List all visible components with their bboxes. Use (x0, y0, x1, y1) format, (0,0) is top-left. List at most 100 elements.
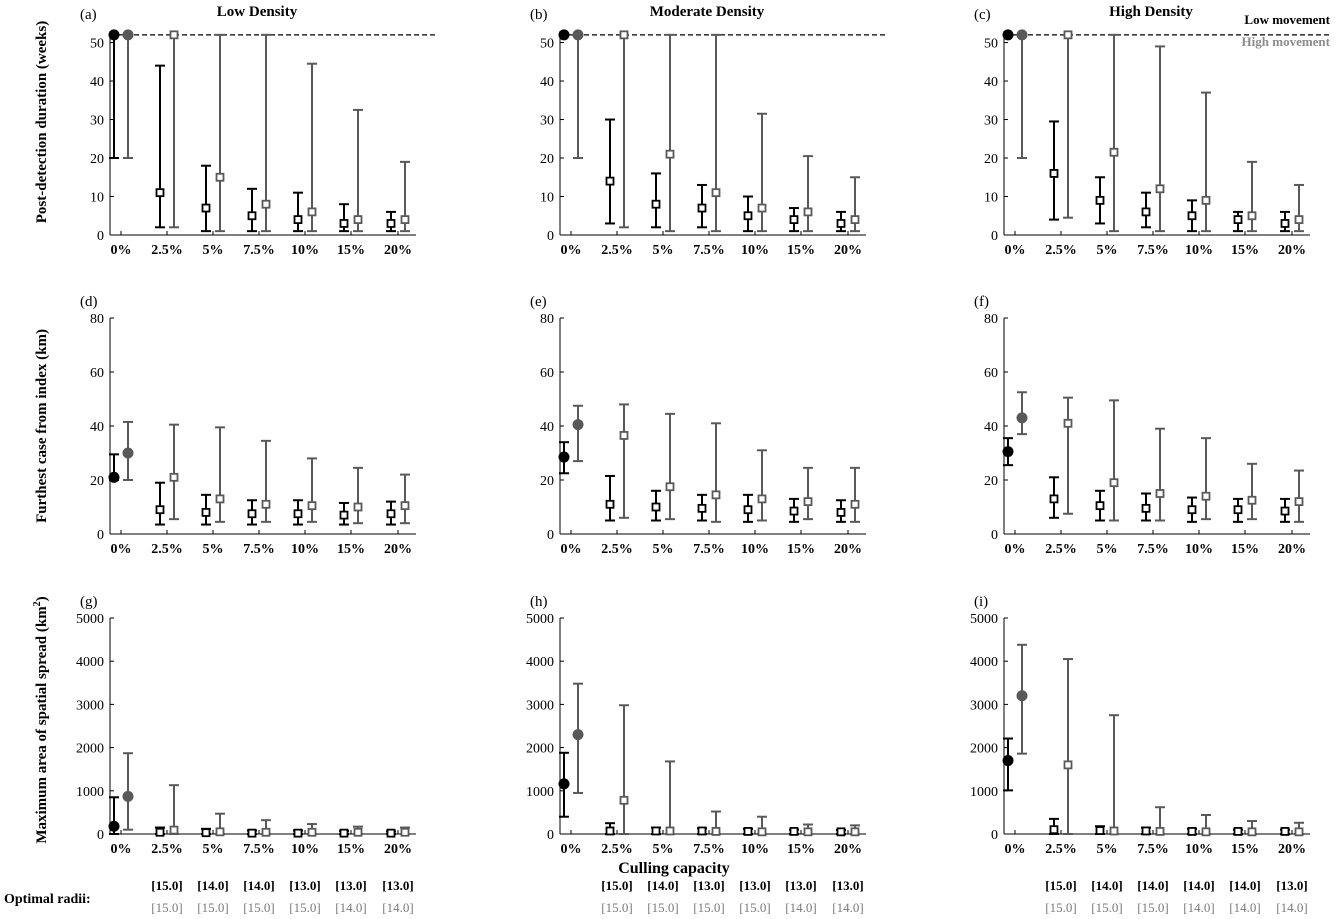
y-tick-label: 40 (984, 420, 998, 435)
x-tick-label: 15% (337, 542, 365, 557)
x-tick-label: 2.5% (601, 542, 633, 557)
data-point-square (850, 499, 860, 509)
data-point-square (400, 501, 410, 511)
data-point-square (293, 509, 303, 519)
x-tick-label: 20% (1278, 243, 1306, 258)
optimal-radius-low: [15.0] (601, 878, 632, 893)
x-tick-label: 7.5% (693, 542, 725, 557)
y-tick-label: 4000 (970, 655, 998, 670)
data-point-square (1201, 195, 1211, 205)
data-point-square (1141, 207, 1151, 217)
data-point-square (1247, 827, 1257, 837)
data-point-square (1247, 211, 1257, 221)
y-tick-label: 0 (991, 828, 998, 843)
data-point-square (261, 499, 271, 509)
data-point-square (665, 149, 675, 159)
panel-label: (g) (80, 594, 98, 610)
data-point-square (155, 188, 165, 198)
data-point-square (665, 826, 675, 836)
y-tick-label: 3000 (526, 698, 554, 713)
data-point-square (757, 494, 767, 504)
data-point-square (619, 795, 629, 805)
y-tick-label: 1000 (526, 785, 554, 800)
x-tick-label: 10% (291, 842, 319, 857)
y-tick-label: 20 (984, 152, 998, 167)
data-point-square (169, 472, 179, 482)
data-point-square (1049, 169, 1059, 178)
data-point-square (386, 828, 396, 838)
data-point-square (651, 826, 661, 836)
x-tick-label: 10% (1185, 243, 1213, 258)
ylabel-row-3: Maximum area of spatial spread (km2) (32, 596, 50, 843)
x-tick-label: 7.5% (243, 243, 275, 258)
optimal-radius-low: [13.0] (693, 878, 724, 893)
x-tick-label: 20% (384, 243, 412, 258)
y-tick-label: 2000 (526, 742, 554, 757)
y-tick-label: 1000 (76, 785, 104, 800)
y-tick-label: 80 (984, 312, 998, 327)
data-point-square (711, 188, 721, 198)
optimal-radius-low: [13.0] (785, 878, 816, 893)
data-point-square (1095, 195, 1105, 205)
y-tick-label: 5000 (76, 612, 104, 627)
optimal-radius-high: [14.0] (1183, 900, 1214, 915)
data-point-square (850, 215, 860, 225)
data-point-square (400, 827, 410, 837)
optimal-radius-low: [13.0] (382, 878, 413, 893)
y-tick-label: 50 (984, 37, 998, 52)
data-point-square (215, 827, 225, 837)
series-high-movement (1016, 643, 1304, 837)
data-point-square (1063, 30, 1073, 40)
data-point-square (386, 219, 396, 228)
series-low-movement (558, 441, 846, 523)
optimal-radius-low: [14.0] (1091, 878, 1122, 893)
series-low-movement (558, 751, 846, 837)
panel-a: 0 10 20 30 40 50 0% 2.5% 5% 7.5% 10% 15% 20% (a) Low D… (80, 4, 436, 258)
x-tick-label: 5% (1097, 542, 1118, 557)
optimal-radius-high: [14.0] (335, 900, 366, 915)
data-point-square (1187, 505, 1197, 515)
x-tick-label: 20% (384, 842, 412, 857)
x-tick-label: 15% (337, 842, 365, 857)
legend-low-movement: Low movement (1244, 12, 1330, 27)
x-tick-label: 7.5% (693, 243, 725, 258)
data-point-square (697, 826, 707, 836)
x-tick-label: 15% (1231, 842, 1259, 857)
data-point-square (1294, 827, 1304, 837)
panel-title: Low Density (217, 4, 298, 20)
series-high-movement (122, 29, 410, 233)
y-tick-label: 0 (991, 528, 998, 543)
optimal-radius-high: [15.0] (151, 900, 182, 915)
series-high-movement (122, 752, 410, 837)
data-point-square (353, 215, 363, 225)
x-tick-label: 7.5% (1137, 243, 1169, 258)
data-point-square (307, 501, 317, 511)
optimal-radii-table: [15.0] [14.0] [14.0] [13.0] [13.0] [13.0] [15.… (151, 878, 1307, 915)
x-tick-label: 0% (1005, 842, 1026, 857)
data-point-square (201, 507, 211, 517)
data-point-square (1155, 827, 1165, 836)
optimal-radius-low: [14.0] (1137, 878, 1168, 893)
data-point-square (711, 827, 721, 836)
data-point-filled (1002, 29, 1014, 41)
optimal-radius-high: [15.0] (197, 900, 228, 915)
y-tick-label: 20 (540, 474, 554, 489)
y-tick-label: 40 (90, 75, 104, 90)
y-tick-label: 2000 (970, 742, 998, 757)
data-point-square (339, 510, 349, 520)
series-low-movement (558, 29, 846, 233)
data-point-square (1063, 760, 1073, 770)
y-tick-label: 80 (90, 312, 104, 327)
panel-label: (c) (974, 7, 991, 23)
y-tick-label: 4000 (76, 655, 104, 670)
optimal-radius-high: [15.0] (243, 900, 274, 915)
y-tick-label: 40 (540, 420, 554, 435)
data-point-square (619, 30, 629, 40)
data-point-filled (1016, 690, 1028, 702)
data-point-filled (108, 820, 120, 832)
x-tick-label: 10% (1185, 842, 1213, 857)
data-point-square (169, 825, 179, 835)
x-tick-label: 0% (561, 542, 582, 557)
series-high-movement (122, 420, 410, 525)
x-tick-label: 7.5% (693, 842, 725, 857)
